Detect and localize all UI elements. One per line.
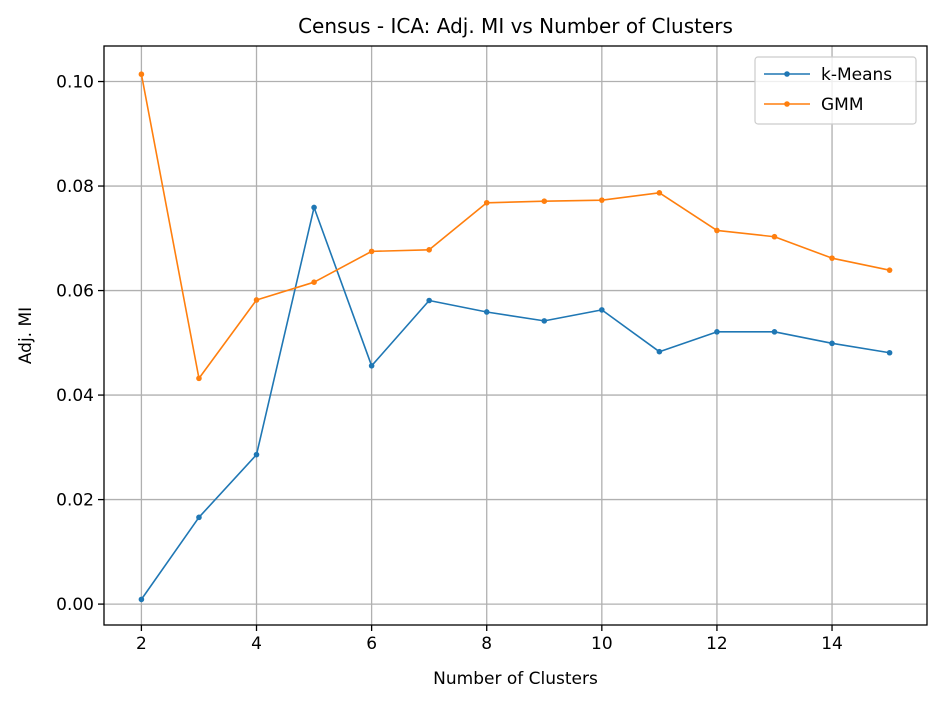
- data-point-gmm: [829, 255, 835, 261]
- data-point-k-means: [886, 349, 893, 356]
- series-line-gmm: [140, 74, 890, 380]
- grid: [104, 46, 927, 625]
- x-tick-label: 2: [136, 634, 147, 654]
- data-point-k-means: [714, 329, 720, 335]
- y-tick-label: 0.00: [56, 595, 94, 615]
- chart-title: Census - ICA: Adj. MI vs Number of Clust…: [298, 14, 733, 38]
- legend: k-Means GMM: [754, 56, 917, 125]
- data-point-k-means: [138, 596, 145, 603]
- x-tick-label: 4: [251, 634, 262, 654]
- legend-label-gmm: GMM: [821, 95, 864, 115]
- data-point-gmm: [541, 198, 548, 205]
- y-tick-label: 0.08: [56, 177, 94, 197]
- series-k-means: [138, 204, 893, 603]
- data-point-gmm: [599, 197, 605, 203]
- data-point-gmm: [426, 246, 432, 253]
- x-tick-label: 8: [481, 634, 492, 654]
- y-tick-label: 0.06: [56, 282, 94, 302]
- x-tick-label: 6: [366, 634, 377, 654]
- data-point-k-means: [253, 451, 260, 458]
- y-axis: 0.00 0.02 0.04 0.06 0.08 0.10: [56, 73, 104, 615]
- x-axis: 2 4 6 8 10 12 14: [136, 625, 843, 654]
- data-point-k-means: [599, 307, 605, 313]
- y-axis-label: Adj. MI: [16, 307, 36, 364]
- data-point-gmm: [714, 227, 720, 234]
- data-point-gmm: [483, 199, 490, 206]
- data-point-k-means: [368, 363, 375, 369]
- series-layer: [138, 71, 893, 603]
- series-gmm: [138, 71, 893, 382]
- x-tick-label: 12: [706, 634, 728, 654]
- x-tick-label: 10: [591, 634, 613, 654]
- data-point-gmm: [771, 233, 778, 240]
- x-axis-label: Number of Clusters: [433, 669, 598, 689]
- data-point-gmm: [311, 279, 317, 285]
- data-point-k-means: [771, 329, 778, 335]
- legend-marker-gmm: [784, 101, 790, 107]
- x-tick-label: 14: [821, 634, 843, 654]
- legend-label-k-means: k-Means: [821, 65, 892, 85]
- data-point-k-means: [541, 318, 548, 324]
- data-point-gmm: [196, 375, 202, 382]
- y-tick-label: 0.10: [56, 73, 94, 93]
- data-point-k-means: [311, 204, 317, 211]
- plot-area-frame: [103, 45, 928, 626]
- data-point-gmm: [886, 267, 893, 273]
- data-point-k-means: [426, 297, 432, 304]
- data-point-gmm: [368, 248, 375, 255]
- y-tick-label: 0.04: [56, 386, 94, 406]
- data-point-k-means: [196, 514, 202, 521]
- data-point-k-means: [483, 309, 490, 315]
- series-line-k-means: [140, 206, 890, 600]
- legend-marker-k-means: [784, 71, 790, 77]
- data-point-k-means: [829, 340, 835, 347]
- data-point-gmm: [656, 190, 663, 196]
- data-point-gmm: [138, 71, 145, 78]
- data-point-gmm: [253, 297, 260, 303]
- y-tick-label: 0.02: [56, 491, 94, 511]
- data-point-k-means: [656, 348, 663, 355]
